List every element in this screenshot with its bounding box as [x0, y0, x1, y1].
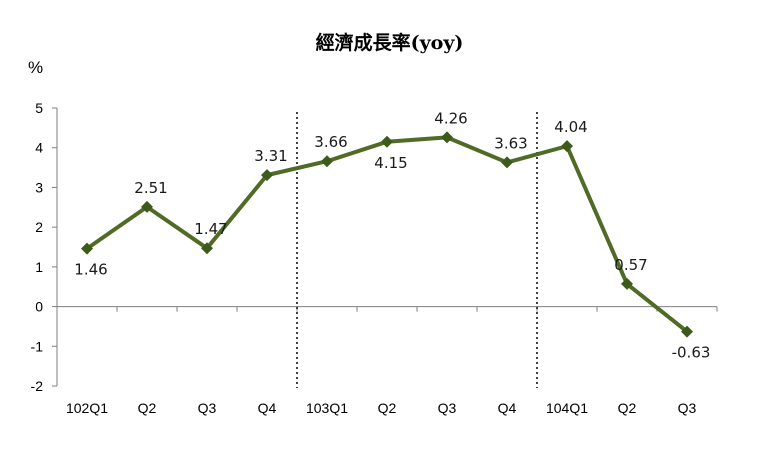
- data-label: 3.63: [494, 134, 527, 152]
- x-tick-label: 104Q1: [546, 400, 588, 416]
- y-tick-label: -2: [31, 378, 44, 394]
- data-label: -0.63: [672, 344, 711, 362]
- data-point-marker: [261, 169, 273, 182]
- data-point-marker: [321, 155, 333, 168]
- data-point-marker: [621, 277, 633, 290]
- data-label: 3.31: [254, 147, 287, 165]
- data-label: 4.04: [554, 118, 587, 136]
- data-point-marker: [381, 135, 393, 148]
- data-point-marker: [441, 131, 453, 144]
- x-tick-label: 102Q1: [66, 400, 108, 416]
- data-label: 2.51: [134, 179, 167, 197]
- data-label: 1.46: [74, 261, 107, 279]
- y-tick-label: 2: [35, 219, 43, 235]
- data-point-marker: [81, 242, 93, 255]
- data-point-marker: [141, 200, 153, 213]
- data-label: 4.15: [374, 154, 407, 172]
- data-point-marker: [201, 242, 213, 255]
- chart-title: 經濟成長率(yoy): [315, 32, 464, 54]
- data-point-marker: [681, 325, 693, 338]
- x-tick-label: Q4: [498, 400, 517, 416]
- data-point-marker: [561, 140, 573, 153]
- x-tick-label: Q3: [438, 400, 457, 416]
- y-tick-label: 1: [35, 259, 43, 275]
- data-label: 4.26: [434, 109, 467, 127]
- x-tick-label: Q2: [378, 400, 397, 416]
- y-tick-label: 3: [35, 179, 43, 195]
- data-point-marker: [501, 156, 513, 169]
- x-tick-label: Q3: [678, 400, 697, 416]
- x-tick-label: Q3: [198, 400, 217, 416]
- x-tick-label: Q2: [618, 400, 637, 416]
- data-label: 1.47: [194, 220, 227, 238]
- y-tick-label: 0: [35, 299, 43, 315]
- y-tick-label: -1: [31, 338, 44, 354]
- x-tick-label: 103Q1: [306, 400, 348, 416]
- x-tick-label: Q4: [258, 400, 277, 416]
- data-label: 0.57: [614, 256, 647, 274]
- data-label: 3.66: [314, 133, 347, 151]
- x-tick-label: Q2: [138, 400, 157, 416]
- y-tick-label: 5: [35, 100, 43, 116]
- y-axis-unit: %: [28, 58, 44, 77]
- y-tick-label: 4: [35, 140, 43, 156]
